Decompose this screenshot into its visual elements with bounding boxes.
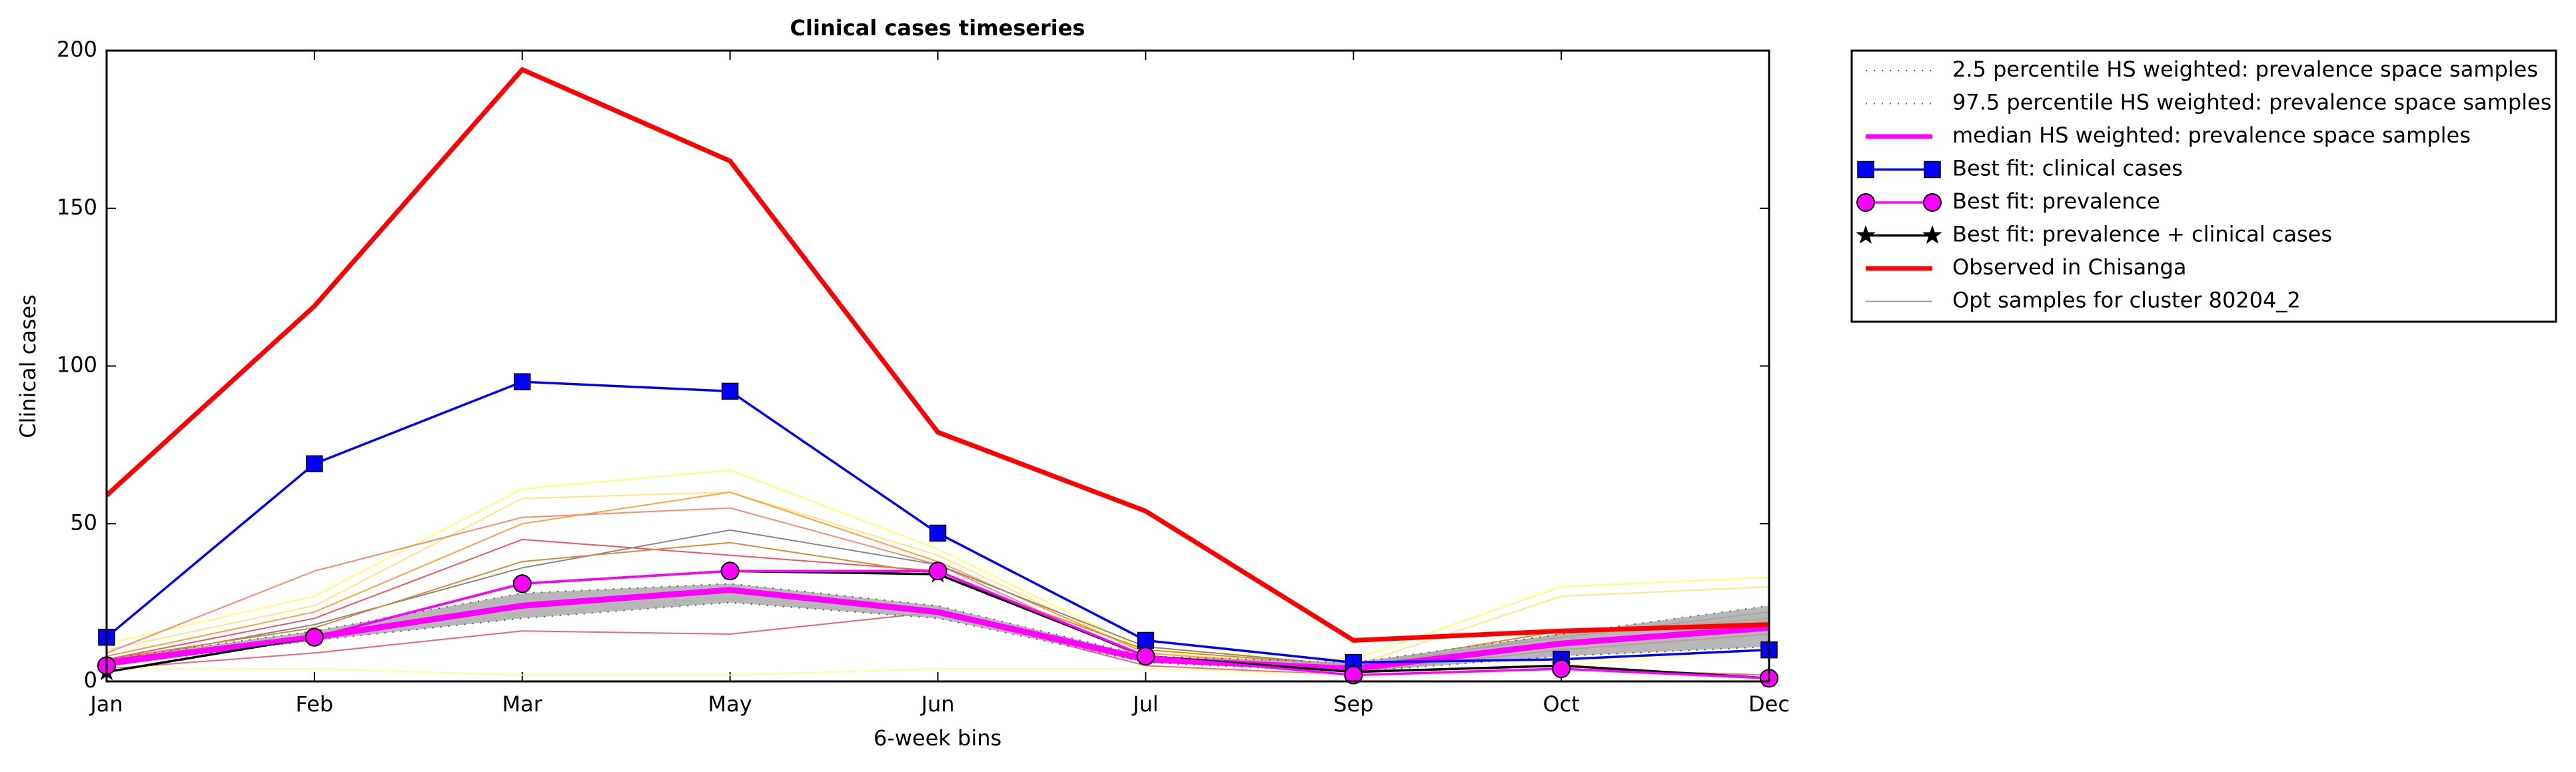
marker bbox=[1856, 193, 1875, 212]
percentile-band bbox=[107, 583, 1769, 672]
marker bbox=[1923, 193, 1942, 212]
legend-label: 97.5 percentile HS weighted: prevalence … bbox=[1952, 90, 2551, 115]
legend-label: Observed in Chisanga bbox=[1952, 254, 2186, 280]
legend-label: Best fit: clinical cases bbox=[1952, 156, 2183, 181]
x-axis-label: 6-week bins bbox=[874, 725, 1001, 751]
marker bbox=[1856, 224, 1876, 244]
marker bbox=[1137, 631, 1155, 649]
series-line bbox=[105, 67, 1770, 643]
chart-title: Clinical cases timeseries bbox=[790, 15, 1085, 41]
marker bbox=[721, 382, 739, 400]
marker bbox=[306, 455, 323, 473]
x-tick-label: Sep bbox=[1333, 691, 1373, 717]
marker bbox=[305, 627, 324, 647]
y-tick-label: 200 bbox=[57, 37, 97, 62]
x-tick-label: Jun bbox=[920, 691, 955, 717]
marker bbox=[1924, 161, 1941, 179]
x-tick-label: Jul bbox=[1131, 691, 1159, 717]
series-line bbox=[105, 380, 1770, 664]
y-tick-label: 50 bbox=[70, 510, 97, 535]
legend-label: Best fit: prevalence + clinical cases bbox=[1952, 222, 2332, 247]
x-tick-label: Feb bbox=[296, 691, 334, 717]
x-tick-label: May bbox=[708, 691, 752, 717]
marker bbox=[1552, 659, 1571, 679]
marker bbox=[1857, 161, 1874, 179]
marker bbox=[514, 373, 531, 390]
y-tick-label: 100 bbox=[57, 352, 97, 378]
x-tick-label: Oct bbox=[1543, 691, 1579, 717]
marker bbox=[512, 574, 532, 593]
x-tick-label: Dec bbox=[1748, 691, 1790, 717]
marker bbox=[1922, 224, 1942, 244]
marker bbox=[720, 562, 740, 581]
legend-label: Best fit: prevalence bbox=[1952, 189, 2160, 214]
y-tick-label: 0 bbox=[84, 667, 97, 693]
x-tick-label: Mar bbox=[502, 691, 543, 717]
legend-box bbox=[1850, 49, 2557, 323]
plot-frame bbox=[105, 49, 1770, 683]
legend-label: Opt samples for cluster 80204_2 bbox=[1952, 288, 2301, 313]
y-axis-label: Clinical cases bbox=[15, 294, 41, 438]
series-line bbox=[106, 587, 1770, 672]
y-tick-label: 150 bbox=[57, 194, 97, 220]
marker bbox=[1344, 665, 1363, 685]
legend-label: median HS weighted: prevalence space sam… bbox=[1952, 123, 2471, 148]
marker bbox=[928, 562, 948, 581]
legend-label: 2.5 percentile HS weighted: prevalence s… bbox=[1952, 57, 2538, 82]
sample-line bbox=[106, 491, 1770, 667]
x-tick-label: Jan bbox=[89, 691, 123, 717]
sample-line bbox=[106, 469, 1770, 660]
marker bbox=[1136, 647, 1155, 666]
marker bbox=[929, 524, 947, 542]
